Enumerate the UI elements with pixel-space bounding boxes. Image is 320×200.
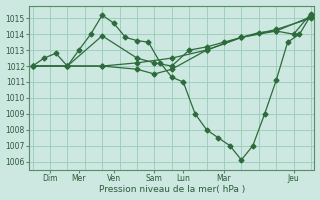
X-axis label: Pression niveau de la mer( hPa ): Pression niveau de la mer( hPa ): [99, 185, 245, 194]
